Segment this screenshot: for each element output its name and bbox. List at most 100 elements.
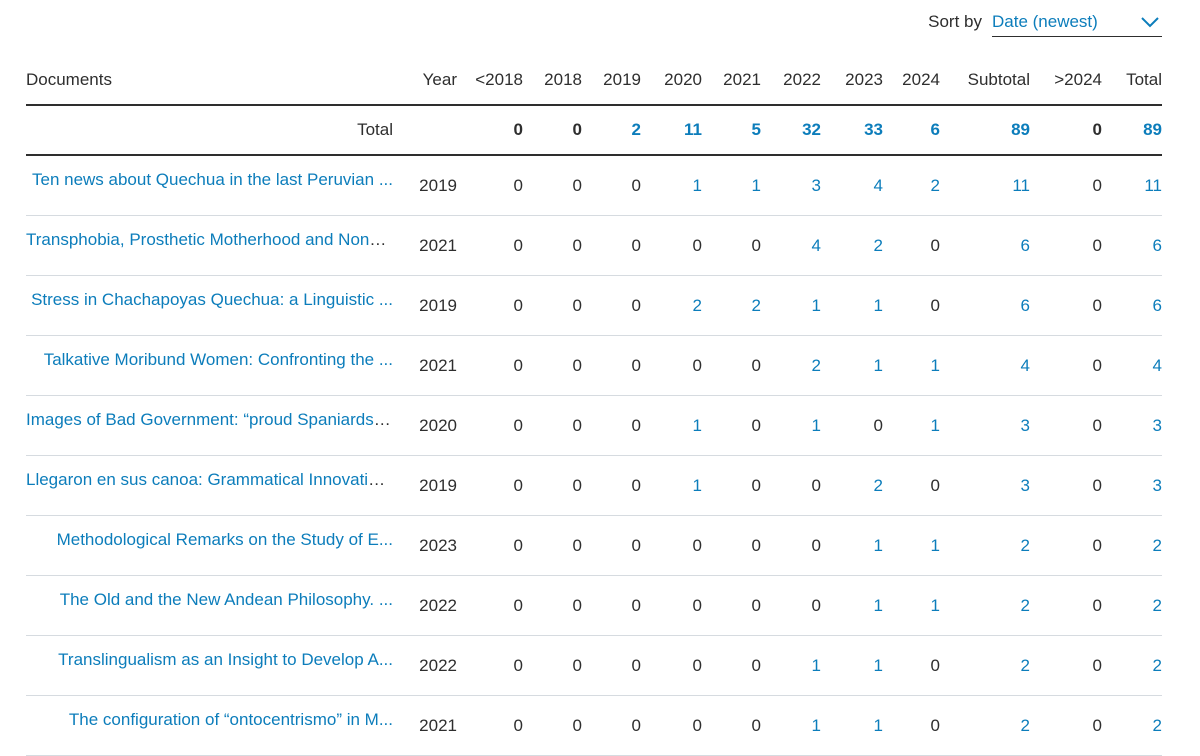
citation-count-cell[interactable]: 3 [940, 395, 1030, 456]
citation-count-cell[interactable]: 1 [821, 635, 883, 696]
citation-count-cell: 0 [523, 155, 582, 216]
document-year: 2019 [393, 455, 457, 516]
table-row: Translingualism as an Insight to Develop… [26, 635, 1162, 696]
citation-count-cell: 0 [1030, 275, 1102, 336]
citation-count-cell[interactable]: 1 [883, 515, 940, 576]
citation-count-cell[interactable]: 1 [641, 455, 702, 516]
document-title-link[interactable]: Ten news about Quechua in the last Peruv… [31, 170, 393, 189]
citation-count-cell[interactable]: 3 [1102, 395, 1162, 456]
citation-count-cell[interactable]: 6 [940, 215, 1030, 276]
citation-count-cell[interactable]: 3 [761, 155, 821, 216]
document-title-link[interactable]: Transphobia, Prosthetic Motherhood and N… [26, 230, 393, 249]
table-row: Methodological Remarks on the Study of E… [26, 515, 1162, 576]
document-cell: Ten news about Quechua in the last Peruv… [26, 155, 393, 216]
citation-count-cell[interactable]: 2 [940, 515, 1030, 576]
sort-selected-value: Date (newest) [992, 11, 1098, 31]
citation-count-cell[interactable]: 2 [821, 215, 883, 276]
citation-count-cell[interactable]: 1 [821, 575, 883, 636]
document-year: 2021 [393, 215, 457, 276]
total-count-cell[interactable]: 89 [1102, 105, 1162, 156]
table-row: Images of Bad Government: “proud Spaniar… [26, 395, 1162, 456]
sort-control: Sort by Date (newest) [928, 6, 1162, 38]
column-header: >2024 [1030, 56, 1102, 106]
citation-count-cell[interactable]: 11 [1102, 155, 1162, 216]
total-count-cell[interactable]: 33 [821, 105, 883, 156]
document-title-link[interactable]: The Old and the New Andean Philosophy. .… [59, 590, 393, 609]
document-title-link[interactable]: Translingualism as an Insight to Develop… [58, 650, 393, 669]
citation-count-cell[interactable]: 6 [1102, 275, 1162, 336]
sort-dropdown[interactable]: Date (newest) [992, 7, 1162, 37]
citation-count-cell[interactable]: 1 [702, 155, 761, 216]
citation-count-cell[interactable]: 1 [761, 695, 821, 756]
citation-count-cell[interactable]: 3 [940, 455, 1030, 516]
document-title-link[interactable]: Images of Bad Government: “proud Spaniar… [26, 410, 393, 429]
document-title-link[interactable]: The configuration of “ontocentrismo” in … [68, 710, 393, 729]
citation-count-cell[interactable]: 2 [641, 275, 702, 336]
column-header: Year [393, 56, 457, 106]
citation-count-cell[interactable]: 2 [1102, 575, 1162, 636]
total-count-cell: 0 [457, 105, 523, 156]
total-count-cell[interactable]: 89 [940, 105, 1030, 156]
table-row: Stress in Chachapoyas Quechua: a Linguis… [26, 275, 1162, 336]
total-label: Total [26, 105, 393, 156]
citation-count-cell[interactable]: 11 [940, 155, 1030, 216]
citation-count-cell[interactable]: 4 [761, 215, 821, 276]
citation-count-cell[interactable]: 1 [761, 395, 821, 456]
total-count-cell[interactable]: 11 [641, 105, 702, 156]
total-count-cell[interactable]: 32 [761, 105, 821, 156]
citation-count-cell[interactable]: 4 [821, 155, 883, 216]
citation-count-cell[interactable]: 1 [641, 395, 702, 456]
citation-count-cell[interactable]: 2 [940, 575, 1030, 636]
citation-count-cell[interactable]: 1 [641, 155, 702, 216]
citation-count-cell[interactable]: 2 [821, 455, 883, 516]
citation-count-cell[interactable]: 6 [1102, 215, 1162, 276]
total-count-cell[interactable]: 5 [702, 105, 761, 156]
citation-count-cell: 0 [523, 575, 582, 636]
citation-count-cell[interactable]: 2 [1102, 515, 1162, 576]
citation-count-cell[interactable]: 2 [761, 335, 821, 396]
document-title-link[interactable]: Llegaron en sus canoa: Grammatical Innov… [26, 470, 393, 489]
document-cell: Talkative Moribund Women: Confronting th… [26, 335, 393, 396]
citation-count-cell[interactable]: 1 [821, 275, 883, 336]
citation-count-cell: 0 [641, 215, 702, 276]
document-year: 2021 [393, 695, 457, 756]
citation-count-cell[interactable]: 2 [883, 155, 940, 216]
citation-count-cell[interactable]: 1 [883, 335, 940, 396]
document-title-link[interactable]: Stress in Chachapoyas Quechua: a Linguis… [31, 290, 393, 309]
citation-count-cell: 0 [457, 395, 523, 456]
table-row: Llegaron en sus canoa: Grammatical Innov… [26, 455, 1162, 516]
document-title-link[interactable]: Talkative Moribund Women: Confronting th… [43, 350, 393, 369]
citation-count-cell[interactable]: 3 [1102, 455, 1162, 516]
citation-count-cell[interactable]: 2 [940, 635, 1030, 696]
citation-count-cell[interactable]: 2 [702, 275, 761, 336]
citation-count-cell[interactable]: 1 [821, 695, 883, 756]
table-header-row: Documents Year <2018 2018 2019 2020 2021 2022 20… [26, 56, 1162, 106]
citation-count-cell[interactable]: 1 [883, 395, 940, 456]
citation-count-cell: 0 [702, 455, 761, 516]
document-year: 2022 [393, 635, 457, 696]
document-cell: Llegaron en sus canoa: Grammatical Innov… [26, 455, 393, 516]
citation-count-cell[interactable]: 1 [821, 335, 883, 396]
column-header: <2018 [457, 56, 523, 106]
total-count-cell[interactable]: 6 [883, 105, 940, 156]
citation-count-cell: 0 [702, 395, 761, 456]
citation-count-cell[interactable]: 6 [940, 275, 1030, 336]
citation-count-cell[interactable]: 1 [821, 515, 883, 576]
document-cell: Translingualism as an Insight to Develop… [26, 635, 393, 696]
table-row: The Old and the New Andean Philosophy. .… [26, 575, 1162, 636]
citation-count-cell: 0 [641, 335, 702, 396]
citation-count-cell[interactable]: 1 [883, 575, 940, 636]
citation-count-cell[interactable]: 2 [1102, 695, 1162, 756]
total-count-cell[interactable]: 2 [582, 105, 641, 156]
citation-count-cell[interactable]: 1 [761, 275, 821, 336]
citation-count-cell: 0 [641, 695, 702, 756]
document-cell: The Old and the New Andean Philosophy. .… [26, 575, 393, 636]
citation-count-cell[interactable]: 4 [940, 335, 1030, 396]
citation-count-cell[interactable]: 4 [1102, 335, 1162, 396]
citation-count-cell[interactable]: 2 [1102, 635, 1162, 696]
citation-count-cell: 0 [582, 335, 641, 396]
citation-count-cell[interactable]: 2 [940, 695, 1030, 756]
document-title-link[interactable]: Methodological Remarks on the Study of E… [56, 530, 393, 549]
citation-count-cell: 0 [457, 215, 523, 276]
citation-count-cell[interactable]: 1 [761, 635, 821, 696]
